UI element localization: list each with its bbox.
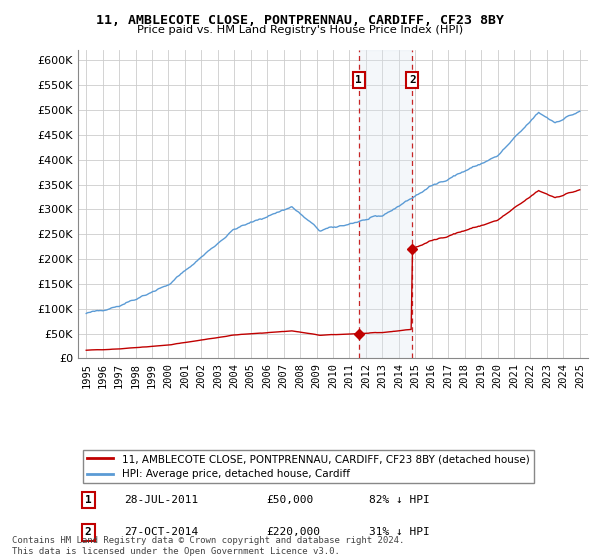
Text: £50,000: £50,000	[266, 495, 314, 505]
Text: Contains HM Land Registry data © Crown copyright and database right 2024.
This d: Contains HM Land Registry data © Crown c…	[12, 536, 404, 556]
Text: 28-JUL-2011: 28-JUL-2011	[124, 495, 198, 505]
Text: 27-OCT-2014: 27-OCT-2014	[124, 528, 198, 538]
Text: 31% ↓ HPI: 31% ↓ HPI	[368, 528, 430, 538]
Text: 82% ↓ HPI: 82% ↓ HPI	[368, 495, 430, 505]
Text: £220,000: £220,000	[266, 528, 320, 538]
Bar	[359, 50, 412, 358]
Text: 11, AMBLECOTE CLOSE, PONTPRENNAU, CARDIFF, CF23 8BY: 11, AMBLECOTE CLOSE, PONTPRENNAU, CARDIF…	[96, 14, 504, 27]
Text: 1: 1	[85, 495, 92, 505]
Legend: 11, AMBLECOTE CLOSE, PONTPRENNAU, CARDIFF, CF23 8BY (detached house), HPI: Avera: 11, AMBLECOTE CLOSE, PONTPRENNAU, CARDIF…	[83, 450, 533, 483]
Text: 2: 2	[409, 75, 416, 85]
Text: 1: 1	[355, 75, 362, 85]
Text: 2: 2	[85, 528, 92, 538]
Text: Price paid vs. HM Land Registry's House Price Index (HPI): Price paid vs. HM Land Registry's House …	[137, 25, 463, 35]
